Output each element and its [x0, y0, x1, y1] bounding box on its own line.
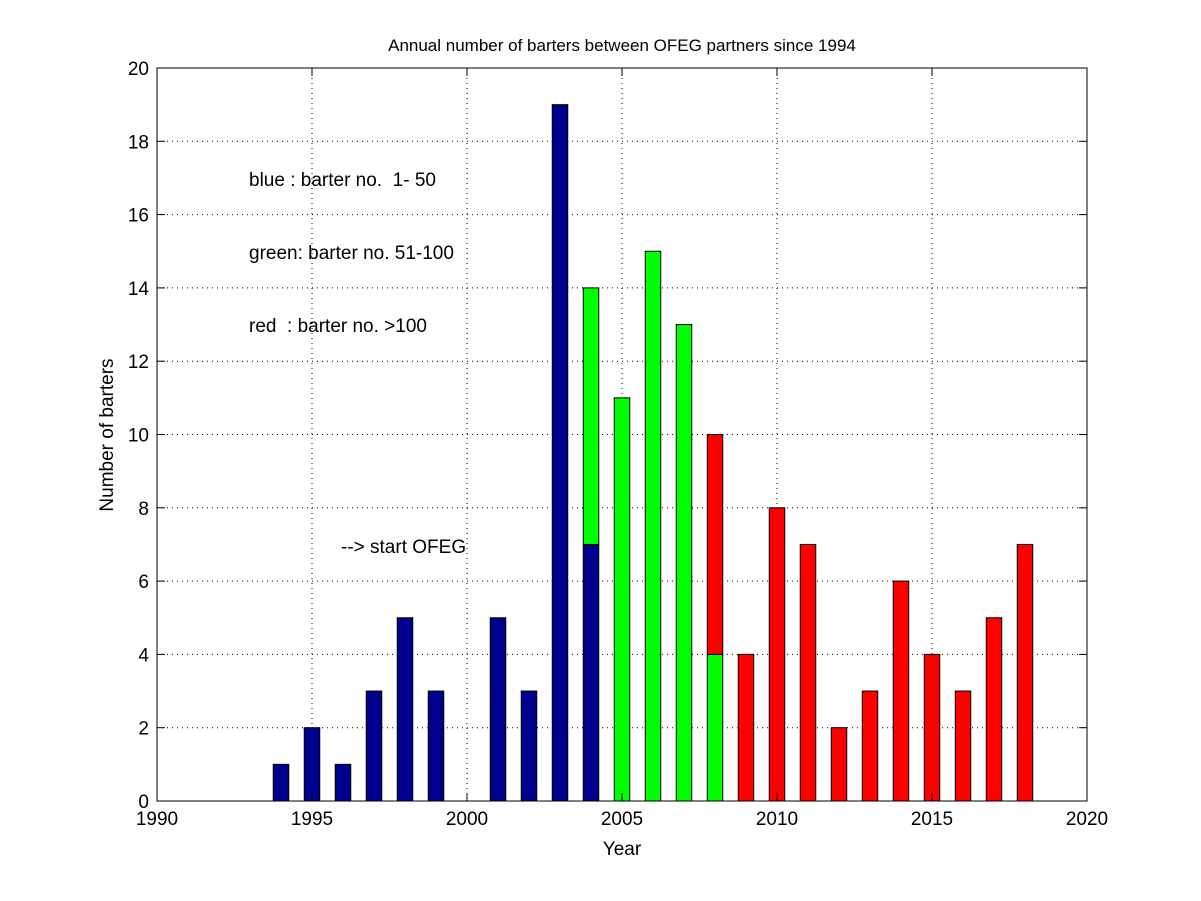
x-tick-label: 2020: [1066, 809, 1108, 830]
y-tick-label: 2: [138, 719, 149, 740]
bar-green-2007: [675, 324, 693, 802]
y-tick-label: 4: [138, 645, 149, 666]
y-tick-label: 20: [128, 59, 149, 80]
bar-red-2015: [923, 653, 941, 802]
x-tick-label: 2000: [446, 809, 488, 830]
bar-green-2008: [706, 653, 724, 802]
bar-blue-1996: [334, 763, 352, 802]
y-tick-label: 6: [138, 572, 149, 593]
x-tick-label: 2005: [601, 809, 643, 830]
y-tick-label: 8: [138, 499, 149, 520]
bar-red-2014: [892, 580, 910, 802]
bar-green-2005: [613, 397, 631, 802]
chart-title: Annual number of barters between OFEG pa…: [388, 36, 856, 55]
annotation-red: red : barter no. >100: [249, 316, 427, 337]
bar-blue-2004: [582, 543, 600, 802]
bar-blue-2003: [551, 104, 569, 802]
x-tick-label: 2015: [911, 809, 953, 830]
y-tick-label: 10: [128, 426, 149, 447]
bar-red-2012: [830, 727, 848, 802]
y-tick-label: 14: [128, 279, 150, 300]
bars: [272, 104, 1034, 802]
bar-blue-1994: [272, 763, 290, 802]
x-tick-label: 1995: [291, 809, 333, 830]
bar-red-2009: [737, 653, 755, 802]
bar-red-2018: [1016, 543, 1034, 802]
bar-blue-1999: [427, 690, 445, 802]
bar-blue-1998: [396, 617, 414, 802]
bar-red-2008: [706, 434, 724, 655]
bar-blue-1997: [365, 690, 383, 802]
bar-blue-2002: [520, 690, 538, 802]
bar-red-2011: [799, 543, 817, 802]
annotation-green: green: barter no. 51-100: [249, 243, 454, 264]
axis-ticks: 1990 1995 2000 2005 2010 2015 2020 0 2 4 6 8 10 12 14 1…: [128, 59, 1108, 830]
x-tick-label: 1990: [136, 809, 178, 830]
bar-green-2006: [644, 250, 662, 802]
bar-green-2004: [582, 287, 600, 545]
bar-red-2016: [954, 690, 972, 802]
y-tick-label: 18: [128, 132, 149, 153]
y-tick-label: 0: [138, 792, 149, 813]
bar-red-2017: [985, 617, 1003, 802]
x-axis-label: Year: [603, 839, 642, 860]
y-tick-label: 12: [128, 352, 149, 373]
annotation-start-ofeg: --> start OFEG: [341, 537, 466, 558]
y-tick-label: 16: [128, 206, 149, 227]
bar-red-2010: [768, 507, 786, 802]
annotation-blue: blue : barter no. 1- 50: [249, 170, 436, 191]
x-tick-label: 2010: [756, 809, 798, 830]
bar-blue-2001: [489, 617, 507, 802]
bar-red-2013: [861, 690, 879, 802]
bar-blue-1995: [303, 727, 321, 802]
y-axis-label: Number of barters: [97, 358, 118, 511]
